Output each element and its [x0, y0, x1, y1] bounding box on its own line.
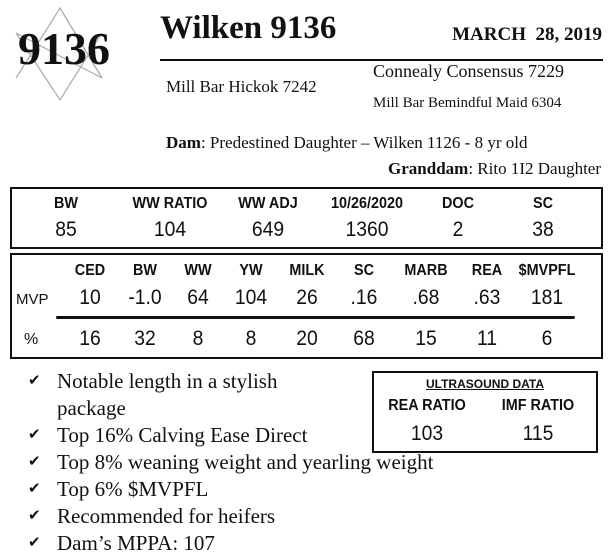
epd-percentile: 20 — [296, 327, 318, 350]
epd-divider — [56, 316, 575, 319]
epd-percentile: 6 — [541, 327, 553, 350]
sire: Mill Bar Hickok 7242 — [166, 77, 317, 96]
epd-value: .16 — [350, 286, 378, 309]
list-item: ✔ Recommended for heifers — [28, 503, 368, 530]
title-rule — [160, 59, 603, 61]
epd-percentile: 8 — [192, 327, 204, 350]
ultrasound-box: ULTRASOUND DATA REA RATIO IMF RATIO 103 … — [372, 371, 598, 453]
epd-header: CED — [74, 262, 106, 279]
epd-percentile: 16 — [79, 327, 101, 350]
list-item: ✔ Top 8% weaning weight and yearling weig… — [28, 449, 433, 476]
epd-pct-row: 16 32 8 8 20 68 15 11 6 — [62, 327, 580, 351]
epd-value: .63 — [473, 286, 501, 309]
dam-line: Dam: Predestined Daughter – Wilken 1126 … — [166, 133, 527, 153]
list-item: ✔ Top 6% $MVPFL — [28, 476, 368, 503]
ultrasound-value: 115 — [522, 422, 554, 445]
epd-header: BW — [133, 262, 157, 279]
list-item: ✔ Notable length in a stylish package — [28, 368, 368, 422]
ultrasound-header-row: REA RATIO IMF RATIO — [374, 397, 596, 415]
sire-dam: Mill Bar Bemindful Maid 6304 — [373, 95, 562, 111]
actuals-value-row: 85 104 649 1360 2 38 — [10, 218, 603, 242]
epd-percentile: 68 — [353, 327, 375, 350]
epd-value: 10 — [79, 286, 101, 309]
epd-value: 104 — [234, 286, 268, 309]
epd-value: 181 — [530, 286, 564, 309]
actuals-header: SC — [532, 195, 553, 212]
list-item: ✔ Top 16% Calving Ease Direct — [28, 422, 368, 449]
epd-percentile: 11 — [476, 327, 498, 350]
ultrasound-value-row: 103 115 — [374, 422, 596, 446]
checkmark-icon: ✔ — [28, 373, 41, 389]
pct-label: % — [24, 331, 39, 348]
ultrasound-header: IMF RATIO — [501, 397, 575, 414]
actuals-value: 1360 — [345, 218, 389, 241]
epd-value: .68 — [412, 286, 440, 309]
diamond-lines-icon — [15, 6, 103, 100]
actuals-value: 649 — [251, 218, 285, 241]
actuals-value: 2 — [452, 218, 464, 241]
epd-header: YW — [239, 262, 263, 279]
bullet-text: Notable length in a stylish package — [57, 369, 278, 420]
logo: 9136 — [14, 6, 124, 100]
granddam-line: Granddam: Rito 1I2 Daughter — [388, 159, 601, 179]
actuals-header: DOC — [441, 195, 475, 212]
ultrasound-value: 103 — [410, 422, 444, 445]
bullet-text: Top 8% weaning weight and yearling weigh… — [57, 450, 434, 474]
epd-header: MILK — [289, 262, 325, 279]
checkmark-icon: ✔ — [28, 427, 41, 443]
checkmark-icon: ✔ — [28, 535, 41, 551]
actuals-header: BW — [54, 195, 78, 212]
epd-header: MARB — [404, 262, 448, 279]
checkmark-icon: ✔ — [28, 481, 41, 497]
ultrasound-title: ULTRASOUND DATA — [426, 377, 544, 391]
epd-header: WW — [184, 262, 212, 279]
actuals-header: 10/26/2020 — [330, 195, 404, 212]
granddam-value: : Rito 1I2 Daughter — [468, 159, 601, 178]
checkmark-icon: ✔ — [28, 454, 41, 470]
actuals-header: WW RATIO — [132, 195, 208, 212]
epd-value: 64 — [187, 286, 209, 309]
checkmark-icon: ✔ — [28, 508, 41, 524]
epd-header-row: CED BW WW YW MILK SC MARB REA $MVPFL — [62, 262, 580, 280]
actuals-header-row: BW WW RATIO WW ADJ 10/26/2020 DOC SC — [10, 195, 603, 213]
bullet-text: Top 16% Calving Ease Direct — [57, 423, 308, 447]
epd-header: REA — [471, 262, 503, 279]
bullet-text: Top 6% $MVPFL — [57, 477, 209, 501]
bullet-text: Recommended for heifers — [57, 504, 276, 528]
sire-sire: Connealy Consensus 7229 — [373, 61, 564, 81]
logo-number: 9136 — [18, 23, 110, 74]
epd-value: -1.0 — [128, 286, 162, 309]
epd-header: SC — [353, 262, 374, 279]
list-item: ✔ Dam’s MPPA: 107 — [28, 530, 368, 557]
page-title: Wilken 9136 — [160, 10, 337, 46]
epd-header: $MVPFL — [518, 262, 576, 279]
epd-value: 26 — [296, 286, 318, 309]
actuals-value: 104 — [153, 218, 187, 241]
ultrasound-header: REA RATIO — [388, 397, 466, 414]
actuals-header: WW ADJ — [238, 195, 298, 212]
epd-table — [10, 253, 603, 359]
sale-date: MARCH 28, 2019 — [452, 24, 602, 45]
dam-value: : Predestined Daughter – Wilken 1126 - 8… — [200, 133, 528, 152]
actuals-table — [10, 187, 603, 249]
epd-percentile: 8 — [245, 327, 257, 350]
epd-percentile: 15 — [415, 327, 437, 350]
epd-percentile: 32 — [134, 327, 156, 350]
dam-label: Dam — [166, 133, 201, 152]
mvp-label: MVP — [16, 291, 49, 308]
actuals-value: 38 — [532, 218, 554, 241]
highlights-list: ✔ Notable length in a stylish package ✔ To… — [28, 368, 433, 557]
epd-mvp-row: 10 -1.0 64 104 26 .16 .68 .63 181 — [62, 286, 580, 310]
actuals-value: 85 — [55, 218, 77, 241]
granddam-label: Granddam — [388, 159, 469, 178]
bullet-text: Dam’s MPPA: 107 — [57, 531, 215, 555]
